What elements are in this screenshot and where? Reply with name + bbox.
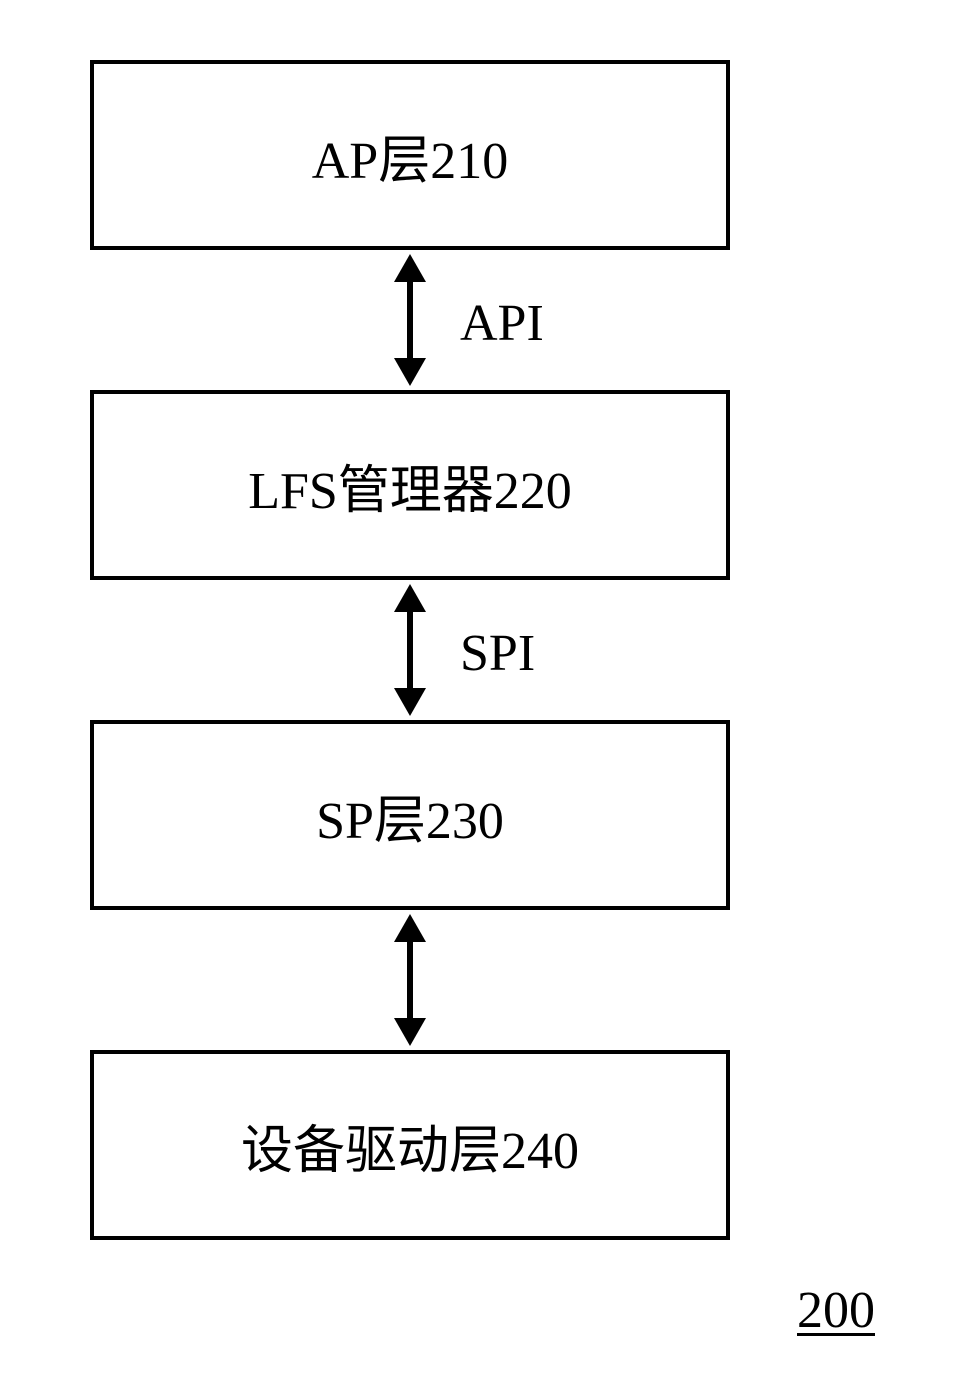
diagram-reference-number: 200	[797, 1281, 875, 1340]
layer-box-sp: SP层230	[90, 720, 730, 910]
layer-box-ap: AP层210	[90, 60, 730, 250]
arrow-down-icon	[394, 688, 426, 716]
arrow-down-icon	[394, 358, 426, 386]
box-label: LFS管理器220	[248, 448, 572, 523]
arrow-line	[407, 270, 413, 370]
connector-api: API	[90, 250, 730, 390]
connector-label: SPI	[460, 624, 535, 683]
layer-box-driver: 设备驱动层240	[90, 1050, 730, 1240]
connector-label: API	[460, 294, 544, 353]
box-label: AP层210	[312, 118, 508, 193]
box-label: SP层230	[316, 778, 504, 853]
diagram-container: AP层210 API LFS管理器220 SPI SP层230 设备驱动层240	[90, 60, 790, 1240]
arrow-down-icon	[394, 1018, 426, 1046]
connector-driver	[90, 910, 730, 1050]
layer-box-lfs: LFS管理器220	[90, 390, 730, 580]
box-label: 设备驱动层240	[241, 1108, 579, 1183]
arrow-line	[407, 930, 413, 1030]
arrow-line	[407, 600, 413, 700]
connector-spi: SPI	[90, 580, 730, 720]
